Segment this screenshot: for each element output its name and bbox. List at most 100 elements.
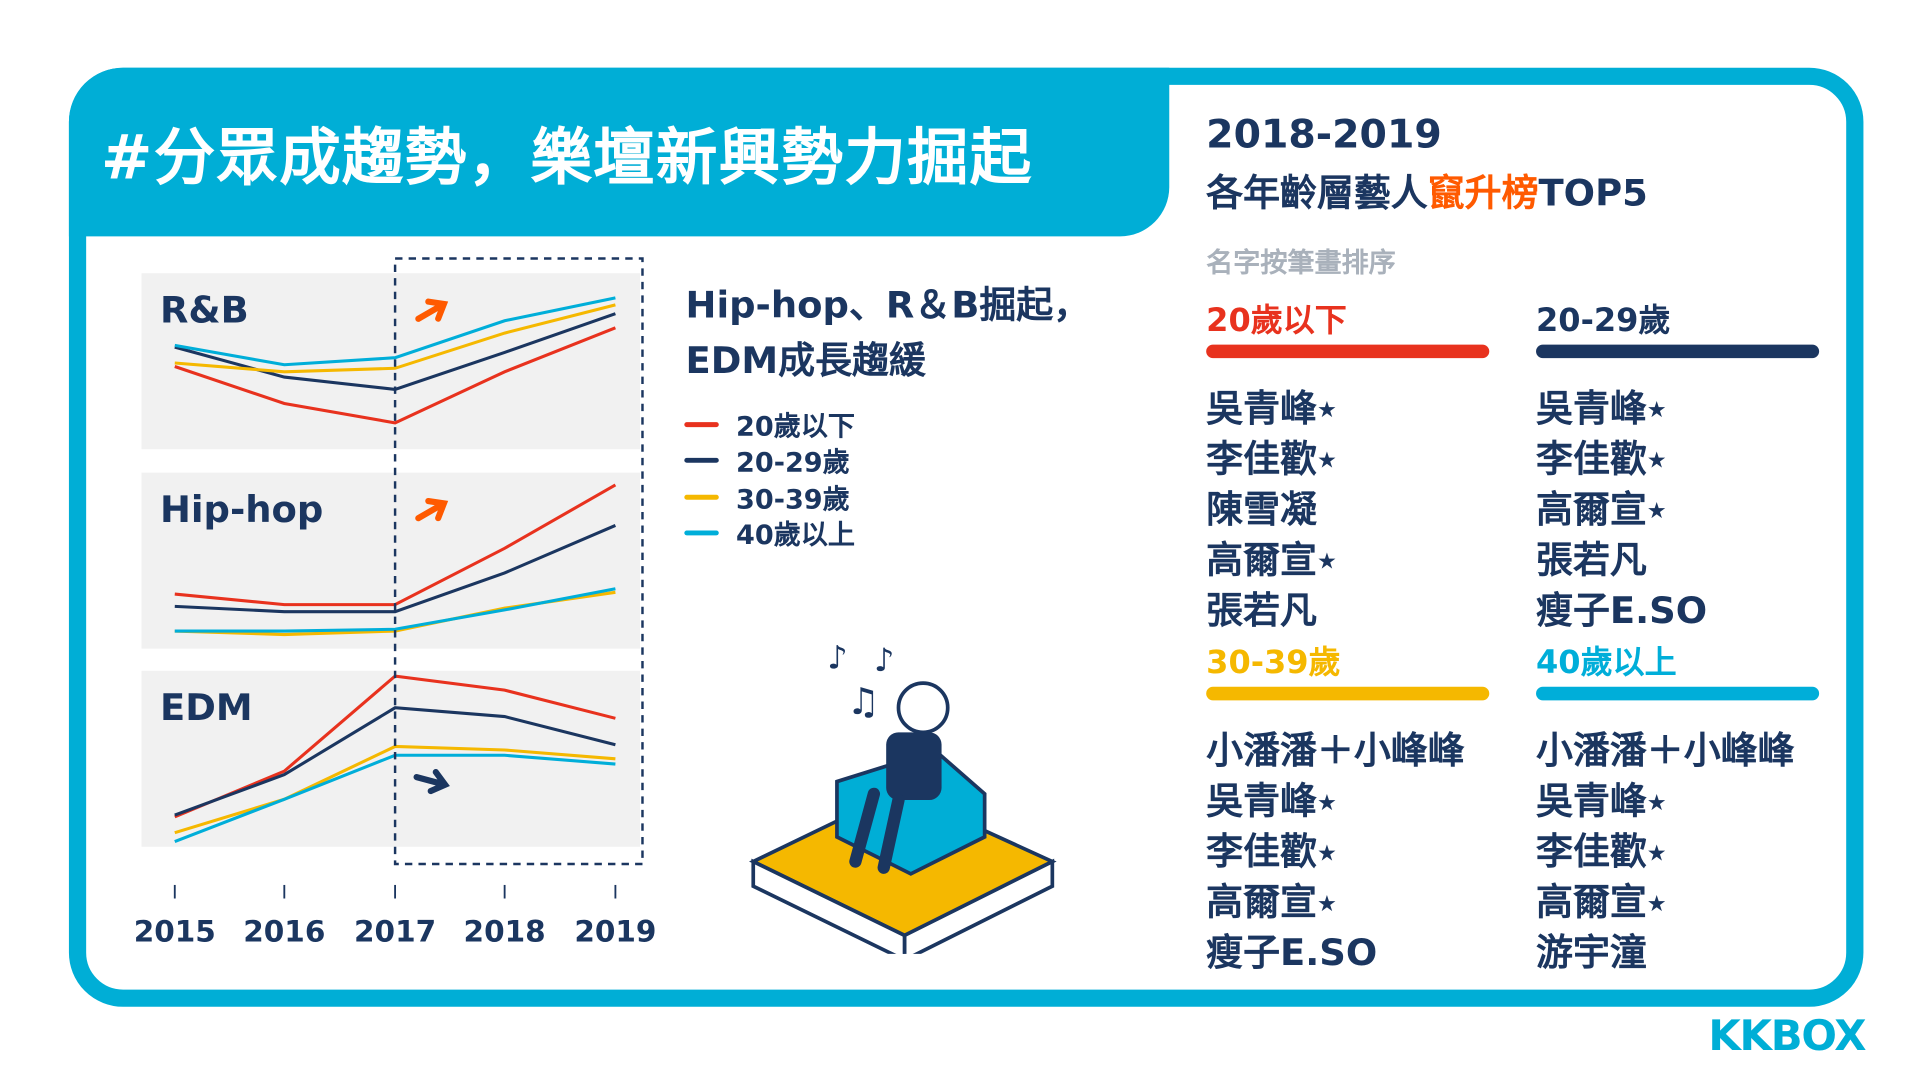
artist-item: 高爾宣★ — [1536, 479, 1819, 529]
star-icon: ★ — [1647, 498, 1667, 524]
artist-item: 高爾宣★ — [1206, 529, 1489, 579]
star-icon: ★ — [1647, 398, 1667, 424]
artist-item: 張若凡 — [1206, 580, 1489, 630]
right-title-post: TOP5 — [1539, 172, 1648, 215]
note-line-2: EDM成長趨緩 — [686, 334, 1091, 389]
artist-name: 陳雪凝 — [1206, 489, 1317, 532]
artist-item: 小潘潘＋小峰峰 — [1206, 720, 1489, 770]
artist-item: 高爾宣★ — [1536, 871, 1819, 921]
svg-text:♪: ♪ — [827, 638, 847, 676]
artist-name: 小潘潘＋小峰峰 — [1536, 730, 1794, 773]
chart-note: Hip-hop、R＆B掘起，EDM成長趨緩 — [686, 278, 1091, 389]
artist-name: 李佳歡 — [1536, 831, 1647, 874]
legend-swatch — [684, 422, 718, 427]
star-icon: ★ — [1317, 891, 1337, 917]
svg-text:♫: ♫ — [847, 680, 880, 723]
line-chart: R&B Hip-hop EDM 2015 2016 2017 2018 2019 — [0, 0, 689, 985]
artist-name: 李佳歡 — [1206, 438, 1317, 481]
legend-label: 20-29歲 — [736, 441, 850, 480]
right-title-pre: 各年齡層藝人 — [1206, 172, 1428, 215]
x-tick-label: 2017 — [354, 915, 436, 949]
panel-title: Hip-hop — [160, 488, 323, 531]
star-icon: ★ — [1317, 790, 1337, 816]
legend-item: 40歲以上 — [684, 515, 855, 551]
artist-name: 高爾宣 — [1206, 539, 1317, 582]
x-tick-label: 2015 — [134, 915, 216, 949]
age-group-label: 40歲以上 — [1536, 638, 1819, 682]
star-icon: ★ — [1317, 398, 1337, 424]
artist-name: 瘦子E.SO — [1536, 590, 1707, 633]
legend-item: 30-39歲 — [684, 479, 855, 515]
age-group-column: 40歲以上小潘潘＋小峰峰吳青峰★李佳歡★高爾宣★游宇潼 — [1536, 638, 1819, 973]
age-group-bar — [1206, 687, 1489, 701]
legend-label: 20歲以下 — [736, 405, 855, 444]
artist-item: 李佳歡★ — [1536, 821, 1819, 871]
artist-item: 瘦子E.SO — [1536, 580, 1819, 630]
artist-name: 張若凡 — [1536, 539, 1647, 582]
svg-text:♪: ♪ — [874, 641, 894, 679]
note-line-1: Hip-hop、R＆B掘起， — [686, 278, 1091, 333]
right-title: 各年齡層藝人竄升榜TOP5 — [1206, 162, 1648, 216]
artist-name: 小潘潘＋小峰峰 — [1206, 730, 1464, 773]
x-tick-label: 2016 — [243, 915, 325, 949]
artist-item: 小潘潘＋小峰峰 — [1536, 720, 1819, 770]
legend-swatch — [684, 458, 718, 463]
artist-item: 陳雪凝 — [1206, 479, 1489, 529]
artist-name: 游宇潼 — [1536, 932, 1647, 975]
right-title-years: 2018-2019 — [1206, 111, 1442, 158]
artist-item: 李佳歡★ — [1536, 428, 1819, 478]
artist-item: 高爾宣★ — [1206, 871, 1489, 921]
legend-item: 20-29歲 — [684, 442, 855, 478]
star-icon: ★ — [1647, 891, 1667, 917]
artist-item: 瘦子E.SO — [1206, 922, 1489, 972]
artist-name: 瘦子E.SO — [1206, 932, 1377, 975]
legend-swatch — [684, 494, 718, 499]
star-icon: ★ — [1317, 841, 1337, 867]
age-group-label: 20歲以下 — [1206, 295, 1489, 339]
age-group-bar — [1536, 345, 1819, 359]
star-icon: ★ — [1647, 841, 1667, 867]
listener-illustration: ♪ ♪♫ — [738, 634, 1070, 954]
artist-item: 吳青峰★ — [1536, 770, 1819, 820]
x-tick-label: 2018 — [464, 915, 546, 949]
artist-item: 張若凡 — [1536, 529, 1819, 579]
age-group-bar — [1536, 687, 1819, 701]
age-group-bar — [1206, 345, 1489, 359]
star-icon: ★ — [1317, 448, 1337, 474]
kkbox-logo: KKBOX — [1708, 1012, 1865, 1061]
artist-item: 李佳歡★ — [1206, 821, 1489, 871]
artist-name: 高爾宣 — [1536, 489, 1647, 532]
artist-name: 吳青峰 — [1536, 388, 1647, 431]
artist-name: 吳青峰 — [1206, 388, 1317, 431]
artist-name: 李佳歡 — [1206, 831, 1317, 874]
artist-name: 高爾宣 — [1536, 881, 1647, 924]
artist-item: 游宇潼 — [1536, 922, 1819, 972]
x-tick-label: 2019 — [574, 915, 656, 949]
age-group-column: 30-39歲小潘潘＋小峰峰吳青峰★李佳歡★高爾宣★瘦子E.SO — [1206, 638, 1489, 973]
star-icon: ★ — [1647, 790, 1667, 816]
legend-swatch — [684, 531, 718, 536]
age-group-column: 20歲以下吳青峰★李佳歡★陳雪凝高爾宣★張若凡 — [1206, 295, 1489, 630]
star-icon: ★ — [1647, 448, 1667, 474]
panel-title: EDM — [160, 686, 253, 729]
legend-item: 20歲以下 — [684, 406, 855, 442]
artist-item: 吳青峰★ — [1206, 378, 1489, 428]
panel-title: R&B — [160, 288, 249, 331]
artist-item: 李佳歡★ — [1206, 428, 1489, 478]
legend-label: 40歲以上 — [736, 514, 855, 553]
artist-name: 高爾宣 — [1206, 881, 1317, 924]
artist-name: 吳青峰 — [1536, 780, 1647, 823]
artist-name: 吳青峰 — [1206, 780, 1317, 823]
artist-name: 張若凡 — [1206, 590, 1317, 633]
artist-item: 吳青峰★ — [1536, 378, 1819, 428]
age-group-label: 20-29歲 — [1536, 295, 1819, 339]
artist-name: 李佳歡 — [1536, 438, 1647, 481]
star-icon: ★ — [1317, 549, 1337, 575]
legend-label: 30-39歲 — [736, 477, 850, 516]
age-group-column: 20-29歲吳青峰★李佳歡★高爾宣★張若凡瘦子E.SO — [1536, 295, 1819, 630]
age-group-label: 30-39歲 — [1206, 638, 1489, 682]
artist-item: 吳青峰★ — [1206, 770, 1489, 820]
sort-note: 名字按筆畫排序 — [1206, 241, 1396, 280]
